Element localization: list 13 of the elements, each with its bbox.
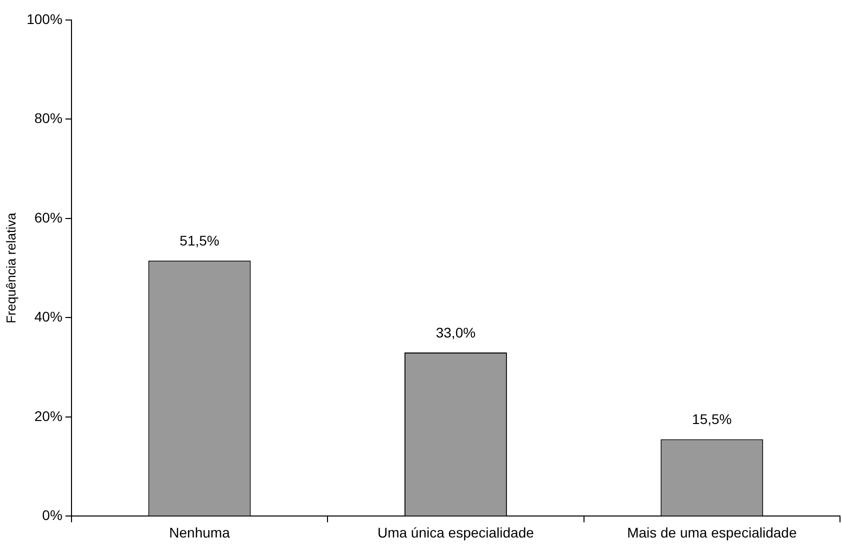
y-tick-label: 80%: [34, 110, 62, 126]
y-tick-label: 40%: [34, 308, 62, 325]
x-tick-label: Mais de uma especialidade: [627, 524, 797, 540]
y-tick-label: 100%: [26, 10, 62, 27]
x-tick-label: Uma única especialidade: [377, 524, 534, 540]
data-label: 15,5%: [692, 411, 732, 428]
data-label: 51,5%: [180, 232, 220, 249]
y-axis-title: Frequência relativa: [3, 212, 18, 324]
y-tick-label: 20%: [34, 408, 62, 424]
data-label: 33,0%: [436, 324, 476, 340]
x-tick-label: Nenhuma: [169, 524, 230, 540]
y-tick-label: 60%: [34, 209, 62, 226]
y-tick-label: 0%: [42, 507, 62, 524]
